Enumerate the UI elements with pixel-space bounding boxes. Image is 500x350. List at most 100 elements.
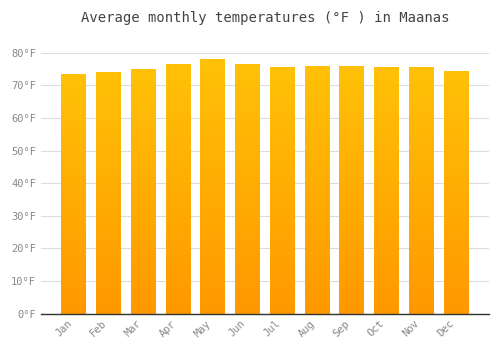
Bar [166,195,190,198]
Bar [200,132,226,136]
Bar [166,248,190,251]
Bar [166,292,190,295]
Bar [62,224,86,227]
Bar [235,124,260,127]
Bar [131,219,156,222]
Bar [409,166,434,169]
Bar [340,292,364,295]
Bar [374,292,399,295]
Bar [200,59,226,63]
Bar [444,141,468,144]
Bar [200,269,226,272]
Bar [444,244,468,247]
Bar [409,74,434,77]
Bar [166,267,190,270]
Bar [444,159,468,162]
Bar [166,270,190,273]
Bar [270,292,295,295]
Bar [96,293,121,296]
Bar [340,84,364,88]
Bar [96,99,121,103]
Bar [270,160,295,163]
Bar [340,171,364,174]
Bar [304,131,330,134]
Bar [340,69,364,72]
Bar [409,274,434,277]
Bar [62,272,86,275]
Bar [409,86,434,89]
Bar [444,229,468,232]
Bar [374,114,399,117]
Bar [235,152,260,155]
Bar [374,200,399,203]
Bar [62,104,86,107]
Bar [270,123,295,126]
Bar [62,263,86,266]
Bar [131,268,156,271]
Bar [131,81,156,84]
Bar [62,251,86,254]
Bar [340,187,364,190]
Bar [62,116,86,119]
Bar [409,267,434,271]
Bar [340,215,364,218]
Bar [200,260,226,263]
Bar [374,141,399,145]
Bar [96,265,121,268]
Bar [304,75,330,78]
Bar [200,295,226,298]
Bar [235,183,260,186]
Bar [374,206,399,209]
Bar [409,258,434,261]
Bar [235,64,260,67]
Bar [62,197,86,200]
Bar [340,248,364,252]
Bar [131,234,156,237]
Bar [340,168,364,171]
Bar [409,283,434,286]
Bar [200,304,226,307]
Bar [166,204,190,208]
Bar [374,298,399,301]
Bar [96,112,121,114]
Bar [444,289,468,293]
Bar [304,106,330,109]
Bar [131,299,156,301]
Bar [200,117,226,120]
Bar [166,145,190,148]
Bar [409,129,434,132]
Bar [304,88,330,91]
Bar [340,280,364,283]
Bar [62,167,86,170]
Bar [444,71,468,74]
Bar [444,214,468,217]
Bar [200,199,226,202]
Bar [62,290,86,293]
Bar [270,277,295,280]
Bar [444,150,468,153]
Bar [340,298,364,301]
Bar [304,264,330,267]
Bar [270,212,295,215]
Bar [409,265,434,267]
Bar [374,295,399,298]
Bar [200,155,226,158]
Bar [131,243,156,246]
Bar [200,282,226,285]
Bar [444,274,468,277]
Bar [374,203,399,206]
Bar [235,164,260,167]
Bar [131,78,156,81]
Bar [374,111,399,114]
Bar [166,289,190,292]
Bar [166,236,190,239]
Bar [270,301,295,304]
Bar [235,254,260,258]
Bar [166,276,190,279]
Bar [304,208,330,211]
Bar [374,274,399,277]
Bar [340,106,364,109]
Bar [444,153,468,156]
Bar [340,112,364,116]
Bar [62,245,86,248]
